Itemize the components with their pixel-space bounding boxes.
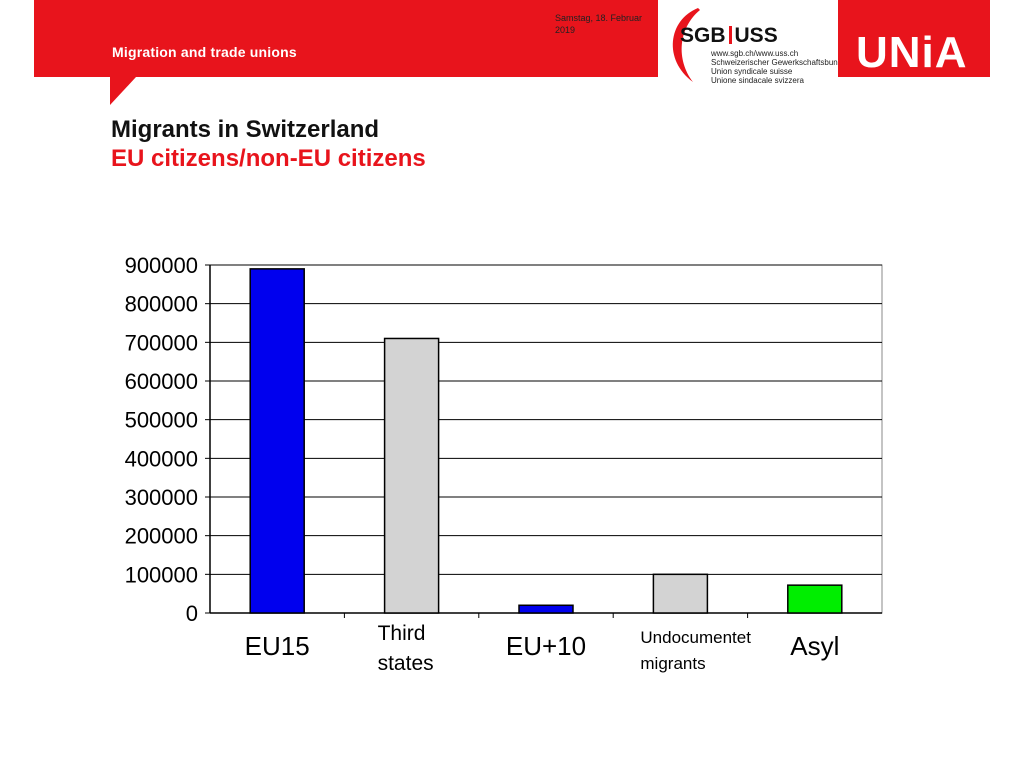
y-tick-label: 800000 — [125, 292, 198, 317]
slide-subtitle: EU citizens/non-EU citizens — [111, 145, 426, 172]
sgb-line: Unione sindacale svizzera — [711, 76, 804, 85]
y-tick-label: 500000 — [125, 408, 198, 433]
bar — [787, 584, 843, 614]
y-tick-label: 600000 — [125, 369, 198, 394]
plot-area — [209, 264, 883, 614]
presentation-subtitle: Migration and trade unions — [112, 44, 297, 60]
sgb-logo: SGB USS — [680, 24, 778, 48]
header-band — [34, 0, 658, 77]
x-tick-label: migrants — [640, 654, 705, 673]
x-tick-label: EU+10 — [506, 631, 586, 661]
x-tick-label: states — [378, 652, 434, 675]
sgb-swoosh-icon — [672, 8, 700, 82]
unia-logo-text: UNiA — [856, 28, 968, 77]
unia-logo: UNiA — [838, 0, 990, 77]
sgb-logo-right: USS — [734, 24, 778, 47]
sgb-logo-left: SGB — [680, 24, 726, 47]
y-tick-label: 400000 — [125, 446, 198, 471]
bar — [652, 573, 709, 614]
bar — [249, 268, 305, 614]
bar — [383, 337, 440, 614]
sgb-separator — [728, 26, 732, 44]
x-tick-label: Undocumentet — [640, 628, 751, 647]
slide-title: Migrants in Switzerland — [111, 116, 380, 143]
x-tick-label: Asyl — [790, 631, 839, 661]
header-notch — [110, 77, 136, 105]
slide-date: Samstag, 18. Februar 2019 — [555, 13, 643, 35]
bar — [518, 604, 574, 614]
x-tick-label: Third — [378, 622, 426, 645]
sgb-line: Schweizerischer Gewerkschaftsbund — [711, 58, 843, 67]
y-tick-label: 900000 — [125, 253, 198, 278]
sgb-line: www.sgb.ch/www.uss.ch — [711, 49, 799, 58]
sgb-line: Union syndicale suisse — [711, 67, 793, 76]
sgb-address: www.sgb.ch/www.uss.ch Schweizerischer Ge… — [711, 49, 842, 85]
y-tick-label: 300000 — [125, 485, 198, 510]
y-tick-label: 100000 — [125, 562, 198, 587]
y-tick-label: 700000 — [125, 330, 198, 355]
y-tick-label: 200000 — [125, 524, 198, 549]
sgb-logo-block — [658, 0, 838, 90]
y-tick-label: 0 — [186, 601, 198, 626]
x-tick-label: EU15 — [245, 631, 310, 661]
